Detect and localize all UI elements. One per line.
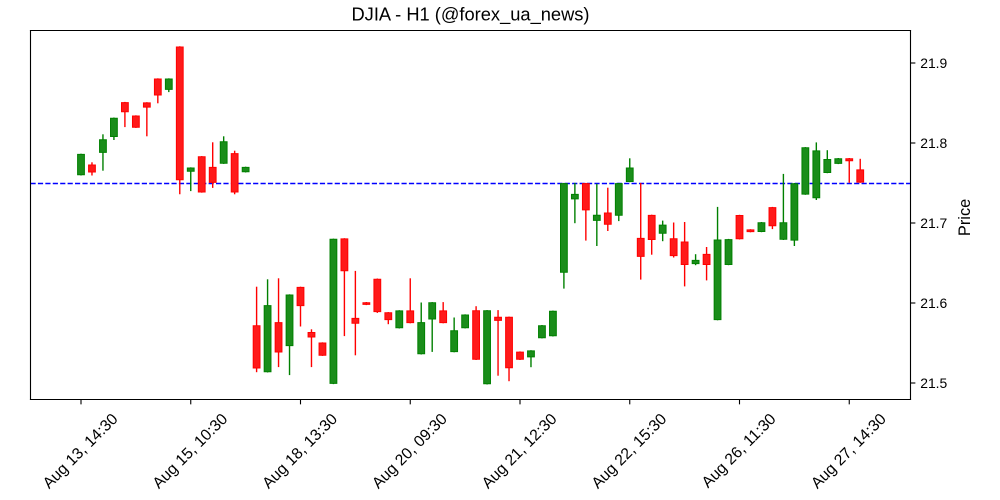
svg-text:21.8: 21.8 (920, 135, 947, 151)
svg-text:21.6: 21.6 (920, 295, 947, 311)
svg-text:21.9: 21.9 (920, 55, 947, 71)
svg-text:21.7: 21.7 (920, 215, 947, 231)
svg-text:DJIA - H1 (@forex_ua_news): DJIA - H1 (@forex_ua_news) (351, 3, 589, 25)
svg-text:Price: Price (956, 199, 974, 236)
svg-text:21.5: 21.5 (920, 375, 947, 391)
